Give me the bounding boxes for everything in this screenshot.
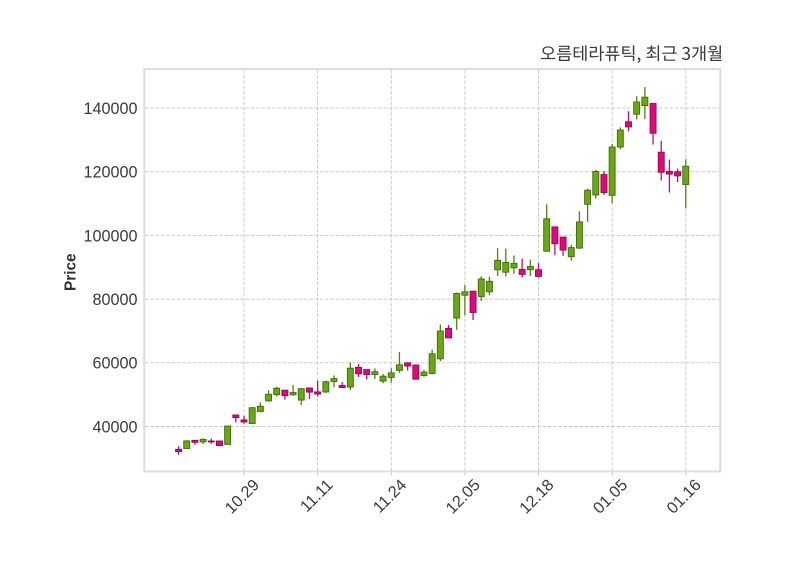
svg-text:Price: Price [62, 253, 79, 291]
svg-text:80000: 80000 [92, 291, 137, 309]
svg-text:140000: 140000 [83, 100, 137, 118]
svg-text:60000: 60000 [92, 355, 137, 373]
svg-text:40000: 40000 [92, 418, 137, 436]
svg-text:120000: 120000 [83, 164, 137, 182]
svg-text:100000: 100000 [83, 227, 137, 245]
